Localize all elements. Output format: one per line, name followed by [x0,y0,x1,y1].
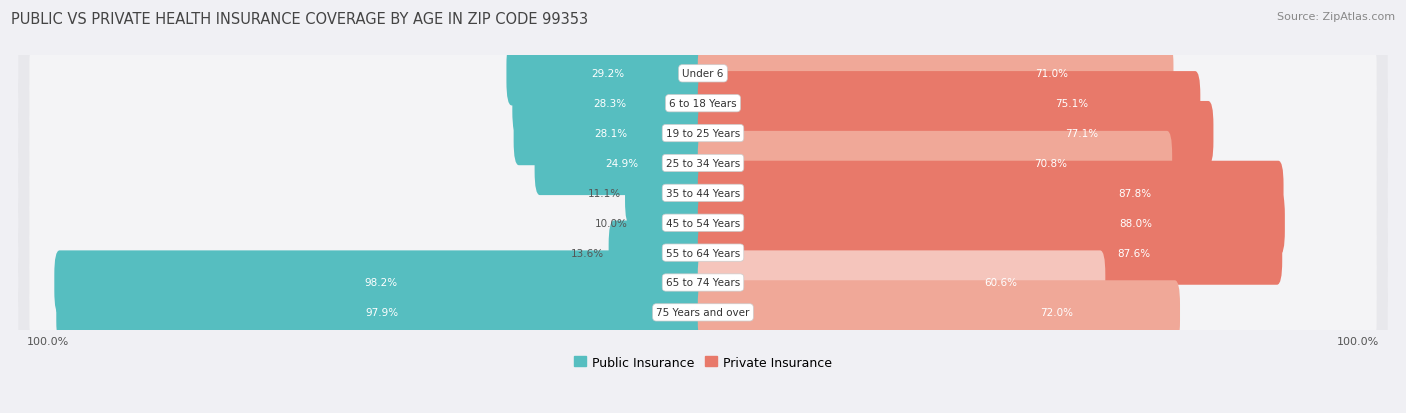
FancyBboxPatch shape [697,72,1201,136]
Text: 72.0%: 72.0% [1040,308,1073,318]
Text: 60.6%: 60.6% [984,278,1018,288]
FancyBboxPatch shape [18,164,1388,222]
FancyBboxPatch shape [30,202,1376,244]
Text: 45 to 54 Years: 45 to 54 Years [666,218,740,228]
Text: 88.0%: 88.0% [1119,218,1152,228]
Text: 10.0%: 10.0% [595,218,627,228]
Text: 87.8%: 87.8% [1118,188,1152,198]
Text: 75 Years and over: 75 Years and over [657,308,749,318]
Text: 25 to 34 Years: 25 to 34 Years [666,159,740,169]
Text: 75.1%: 75.1% [1056,99,1088,109]
FancyBboxPatch shape [56,280,709,345]
Text: 87.6%: 87.6% [1116,248,1150,258]
FancyBboxPatch shape [18,284,1388,342]
Text: 6 to 18 Years: 6 to 18 Years [669,99,737,109]
FancyBboxPatch shape [30,291,1376,334]
FancyBboxPatch shape [18,135,1388,192]
Text: 24.9%: 24.9% [605,159,638,169]
Legend: Public Insurance, Private Insurance: Public Insurance, Private Insurance [568,351,838,374]
Text: 35 to 44 Years: 35 to 44 Years [666,188,740,198]
FancyBboxPatch shape [512,72,709,136]
FancyBboxPatch shape [30,261,1376,304]
FancyBboxPatch shape [697,131,1173,196]
FancyBboxPatch shape [30,232,1376,275]
Text: 71.0%: 71.0% [1035,69,1069,79]
Text: 28.1%: 28.1% [595,129,627,139]
Text: 65 to 74 Years: 65 to 74 Years [666,278,740,288]
Text: Under 6: Under 6 [682,69,724,79]
FancyBboxPatch shape [18,254,1388,312]
FancyBboxPatch shape [633,191,709,255]
FancyBboxPatch shape [513,102,709,166]
FancyBboxPatch shape [18,194,1388,252]
Text: 28.3%: 28.3% [593,99,627,109]
Text: 77.1%: 77.1% [1066,129,1098,139]
Text: 55 to 64 Years: 55 to 64 Years [666,248,740,258]
FancyBboxPatch shape [18,105,1388,163]
FancyBboxPatch shape [30,142,1376,185]
FancyBboxPatch shape [30,112,1376,155]
Text: PUBLIC VS PRIVATE HEALTH INSURANCE COVERAGE BY AGE IN ZIP CODE 99353: PUBLIC VS PRIVATE HEALTH INSURANCE COVER… [11,12,588,27]
FancyBboxPatch shape [697,251,1105,315]
FancyBboxPatch shape [626,161,709,225]
FancyBboxPatch shape [534,131,709,196]
FancyBboxPatch shape [30,83,1376,126]
FancyBboxPatch shape [18,75,1388,133]
Text: 19 to 25 Years: 19 to 25 Years [666,129,740,139]
FancyBboxPatch shape [30,172,1376,215]
Text: Source: ZipAtlas.com: Source: ZipAtlas.com [1277,12,1395,22]
FancyBboxPatch shape [697,42,1174,106]
FancyBboxPatch shape [697,280,1180,345]
FancyBboxPatch shape [697,102,1213,166]
FancyBboxPatch shape [697,191,1285,255]
Text: 13.6%: 13.6% [571,248,605,258]
Text: 11.1%: 11.1% [588,188,620,198]
FancyBboxPatch shape [609,221,709,285]
Text: 98.2%: 98.2% [364,278,398,288]
FancyBboxPatch shape [55,251,709,315]
Text: 97.9%: 97.9% [366,308,399,318]
FancyBboxPatch shape [30,53,1376,96]
FancyBboxPatch shape [18,45,1388,103]
Text: 70.8%: 70.8% [1035,159,1067,169]
FancyBboxPatch shape [697,161,1284,225]
FancyBboxPatch shape [506,42,709,106]
FancyBboxPatch shape [697,221,1282,285]
FancyBboxPatch shape [18,224,1388,282]
Text: 29.2%: 29.2% [591,69,624,79]
